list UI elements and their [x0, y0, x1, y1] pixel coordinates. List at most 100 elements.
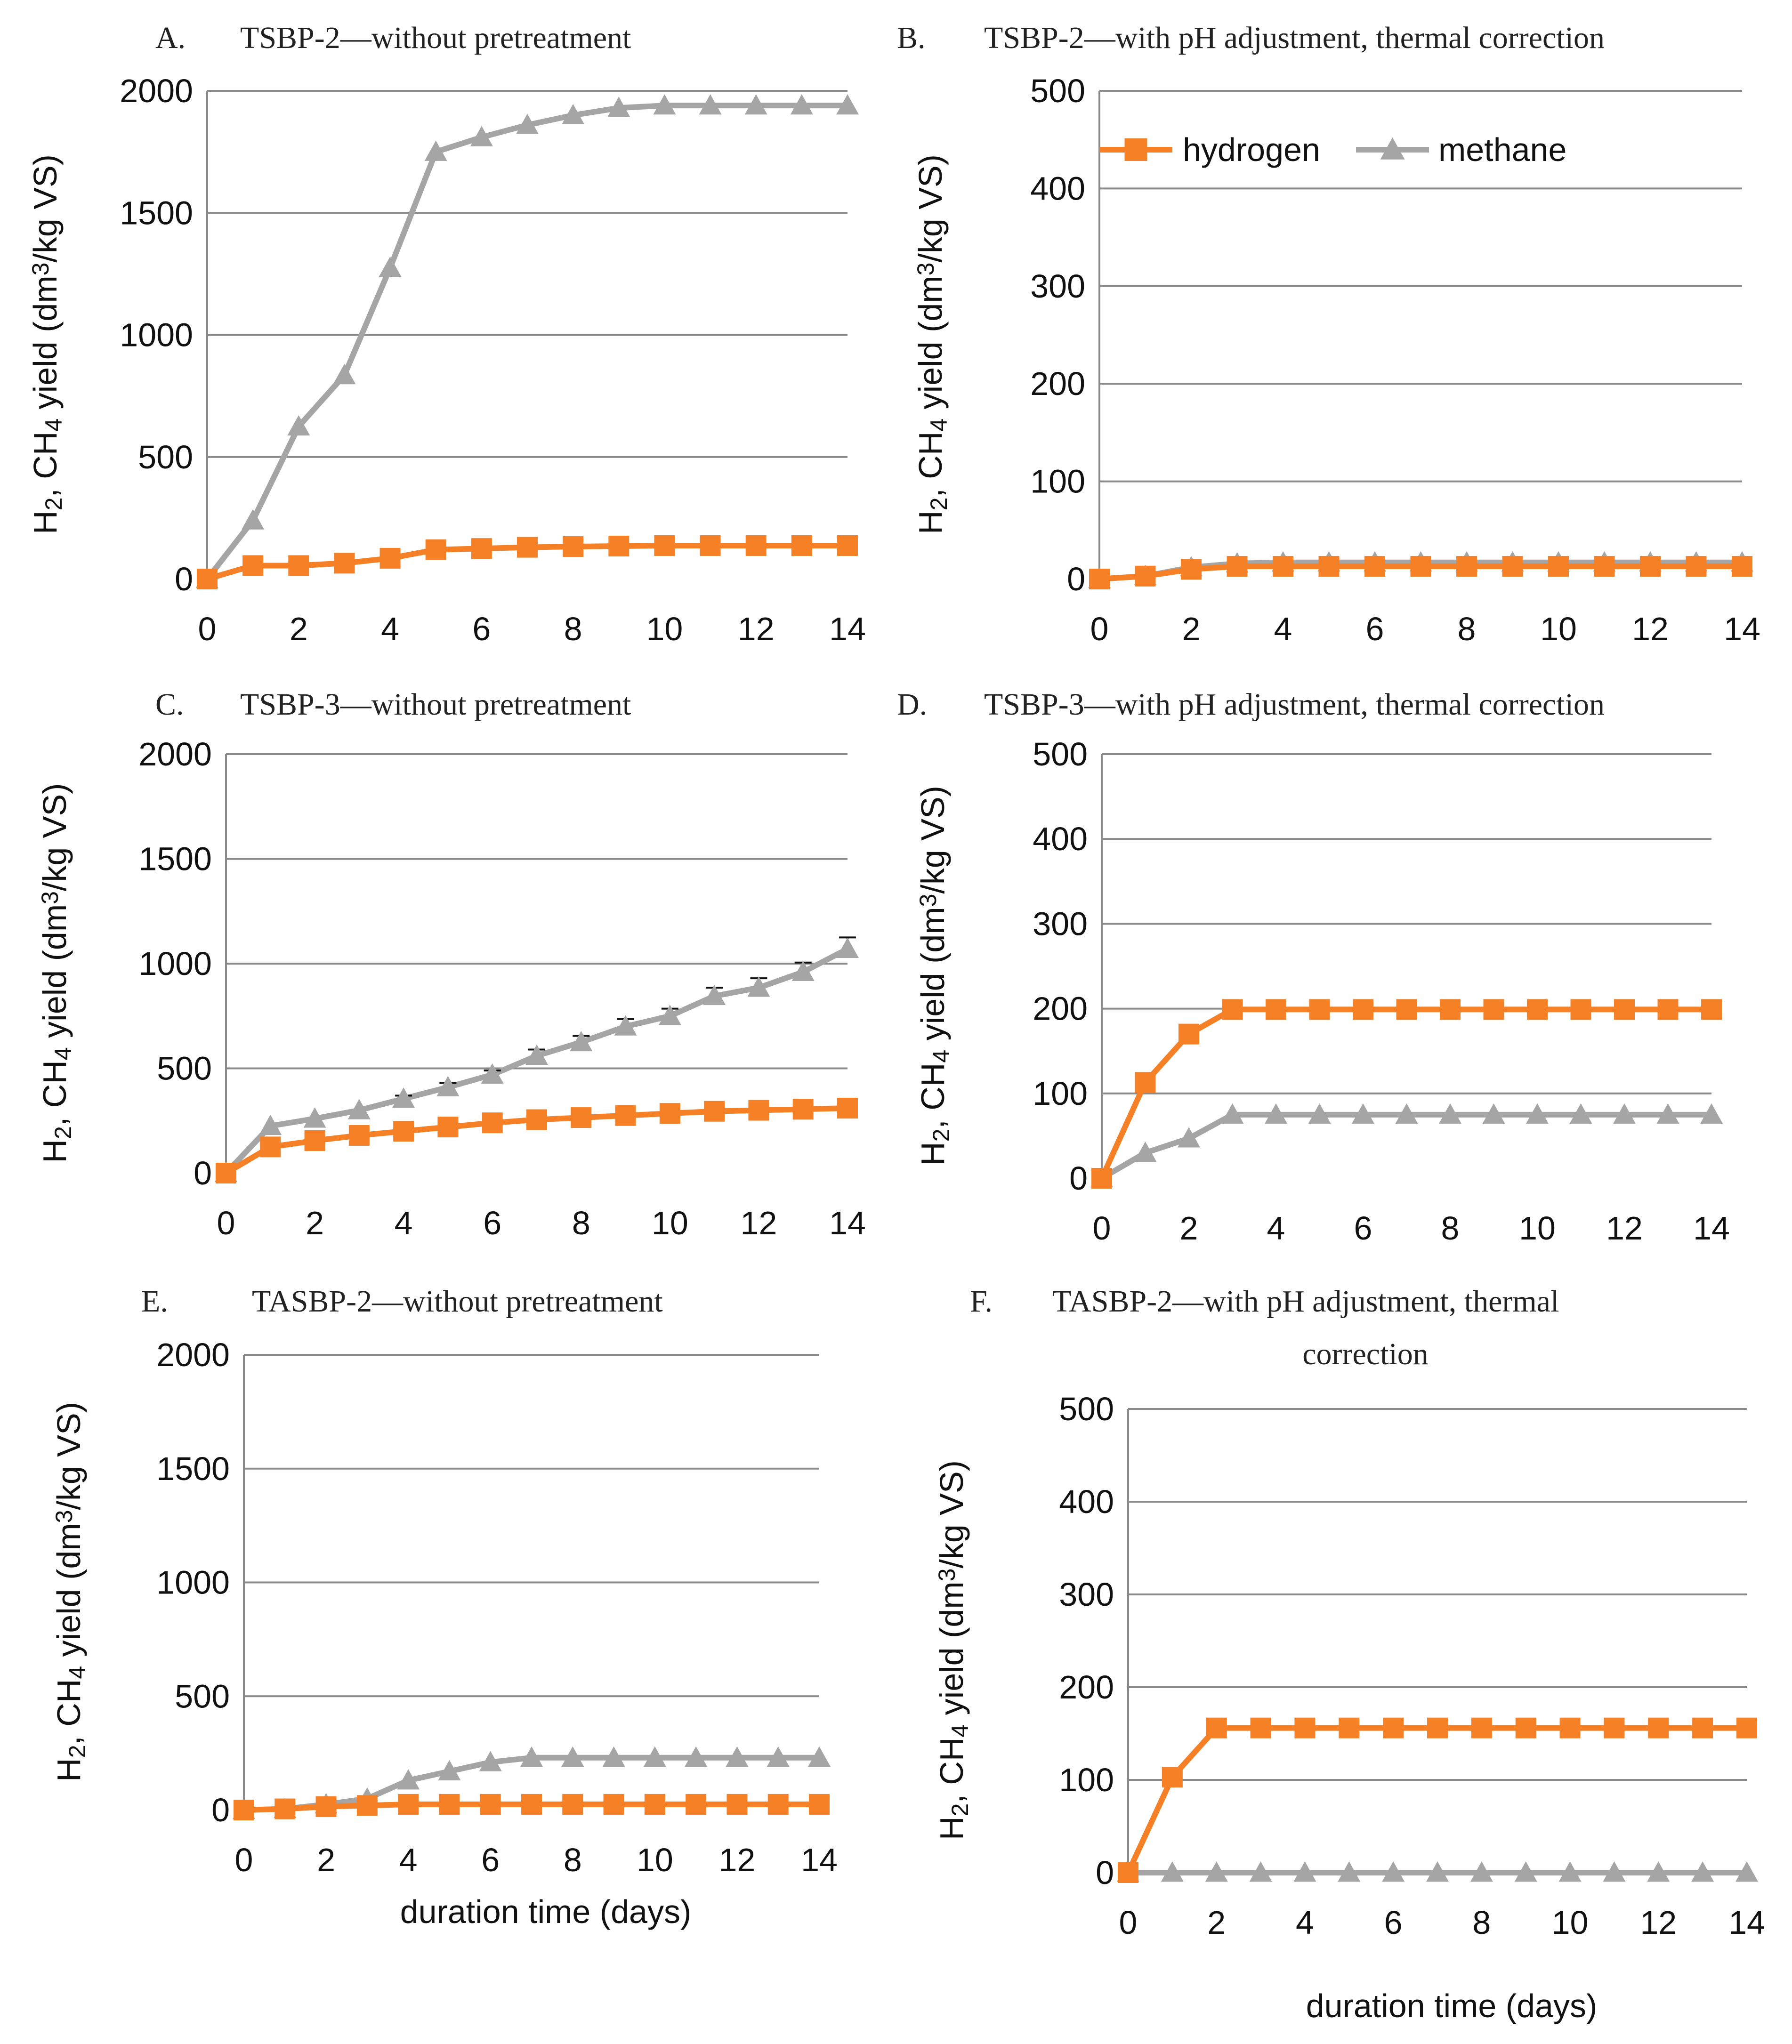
- hydrogen-point: [356, 1795, 378, 1816]
- methane-point: [259, 1114, 282, 1135]
- chart-f: F. TASBP-2—with pH adjustment, thermal cor…: [933, 1284, 1765, 2024]
- hydrogen-point: [1471, 1717, 1492, 1738]
- y-tick-label: 0: [1096, 1854, 1114, 1891]
- methane-point: [1700, 1103, 1723, 1124]
- hydrogen-point: [748, 1100, 769, 1121]
- y-tick-label: 2000: [138, 736, 212, 773]
- x-tick-label: 12: [1606, 1210, 1643, 1247]
- y-tick-label: 1500: [120, 194, 193, 231]
- hydrogen-point: [1410, 556, 1431, 577]
- methane-point: [744, 94, 767, 115]
- methane-point: [303, 1107, 326, 1128]
- x-tick-label: 14: [829, 1205, 866, 1241]
- methane-point: [790, 94, 813, 115]
- x-tick-label: 10: [646, 611, 683, 647]
- x-tick-label: 4: [395, 1205, 413, 1241]
- methane-point: [1482, 1103, 1505, 1124]
- series-hydrogen: [197, 535, 858, 589]
- hydrogen-point: [1135, 1072, 1156, 1093]
- hydrogen-point: [1427, 1717, 1448, 1738]
- methane-point: [726, 1746, 749, 1767]
- methane-point: [614, 1015, 637, 1036]
- hydrogen-point: [288, 555, 309, 576]
- hydrogen-point: [1640, 556, 1661, 577]
- hydrogen-point: [1179, 1023, 1199, 1045]
- hydrogen-point: [1353, 999, 1373, 1020]
- legend-hydrogen-label: hydrogen: [1183, 131, 1320, 168]
- methane-point: [1249, 1861, 1272, 1882]
- panel-letter: A.: [155, 21, 186, 55]
- y-tick-label: 1000: [120, 317, 193, 354]
- hydrogen-point: [792, 1099, 814, 1120]
- methane-point: [479, 1751, 502, 1771]
- y-tick-label: 1500: [156, 1450, 230, 1487]
- chart-a: A. TSBP-2—without pretreatment 0 500 1000 150…: [27, 21, 866, 647]
- y-tick-label: 200: [1059, 1669, 1114, 1706]
- methane-point: [1134, 1141, 1157, 1162]
- x-tick-label: 14: [829, 611, 866, 647]
- methane-point: [1603, 1861, 1626, 1882]
- methane-point: [1656, 1103, 1679, 1124]
- hydrogen-point: [1339, 1717, 1360, 1738]
- chart-c: C. TSBP-3—without pretreatment 0 500 1000 150…: [36, 687, 866, 1241]
- methane-point: [333, 364, 356, 385]
- legend-hydrogen-marker: [1124, 138, 1147, 161]
- x-tick-label: 4: [1267, 1210, 1285, 1247]
- hydrogen-point: [603, 1794, 624, 1815]
- methane-point: [1558, 1861, 1582, 1882]
- hydrogen-point: [304, 1130, 325, 1151]
- y-tick-label: 0: [175, 561, 193, 597]
- hydrogen-point: [1559, 1717, 1581, 1738]
- x-tick-label: 2: [290, 611, 308, 647]
- y-tick-label: 200: [1033, 990, 1088, 1027]
- series-hydrogen: [216, 1098, 858, 1183]
- hydrogen-line: [1125, 1725, 1747, 1874]
- y-tick-label: 300: [1059, 1576, 1114, 1613]
- x-tick-label: 4: [1296, 1904, 1314, 1941]
- x-tick-label: 14: [1693, 1210, 1730, 1247]
- hydrogen-point: [526, 1109, 547, 1130]
- methane-point: [836, 94, 859, 115]
- methane-point: [1382, 1861, 1405, 1882]
- y-tick-label: 100: [1059, 1762, 1114, 1798]
- hydrogen-point: [571, 1107, 592, 1128]
- methane-point: [791, 960, 815, 981]
- hydrogen-point: [334, 553, 355, 574]
- methane-point: [1352, 1103, 1374, 1124]
- hydrogen-point: [704, 1101, 725, 1122]
- x-tick-label: 2: [1207, 1904, 1226, 1941]
- x-tick-label: 6: [1384, 1904, 1403, 1941]
- methane-point: [1526, 1103, 1549, 1124]
- methane-point: [561, 1746, 584, 1767]
- x-tick-label: 0: [217, 1205, 235, 1241]
- series-methane: [1090, 1103, 1723, 1188]
- methane-point: [1569, 1103, 1592, 1124]
- x-tick-label: 10: [637, 1842, 673, 1878]
- series-methane: [196, 94, 859, 588]
- methane-point: [703, 984, 726, 1006]
- methane-point: [1691, 1861, 1714, 1882]
- methane-point: [607, 97, 630, 117]
- hydrogen-point: [1686, 556, 1707, 577]
- hydrogen-point: [1483, 999, 1504, 1020]
- hydrogen-point: [471, 538, 492, 559]
- methane-point: [1514, 1861, 1537, 1882]
- methane-point: [1338, 1861, 1361, 1882]
- methane-point: [1293, 1861, 1316, 1882]
- methane-point: [347, 1099, 371, 1119]
- y-tick-label: 400: [1059, 1483, 1114, 1520]
- y-tick-label: 500: [1030, 72, 1085, 109]
- hydrogen-point: [745, 535, 767, 556]
- panel-title: TASBP-2—with pH adjustment, thermal: [1052, 1284, 1559, 1319]
- hydrogen-point: [615, 1105, 636, 1126]
- hydrogen-point: [1118, 1862, 1138, 1883]
- hydrogen-point: [1594, 556, 1615, 577]
- y-tick-label: 500: [157, 1050, 212, 1087]
- series-hydrogen: [1089, 556, 1752, 589]
- methane-point: [438, 1760, 461, 1781]
- hydrogen-point: [521, 1794, 542, 1815]
- hydrogen-point: [1736, 1717, 1757, 1738]
- hydrogen-point: [686, 1794, 707, 1815]
- x-tick-label: 12: [740, 1205, 777, 1241]
- x-tick-label: 6: [483, 1205, 501, 1241]
